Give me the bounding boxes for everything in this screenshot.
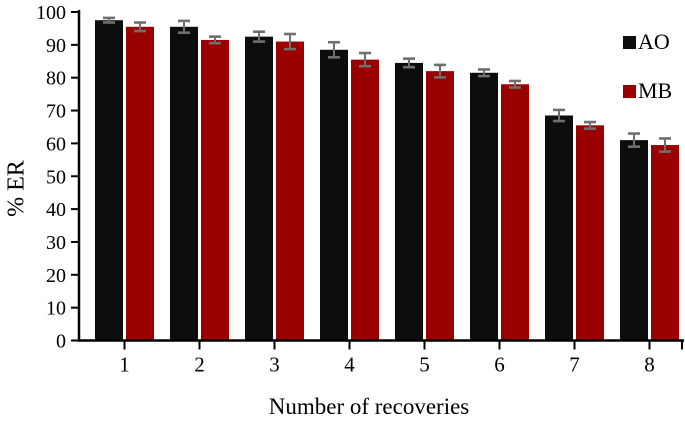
bar-mb-5 [426, 71, 454, 340]
y-tick-label: 100 [36, 2, 66, 24]
error-bar-ao-6 [478, 68, 490, 78]
legend: AO MB [623, 31, 672, 102]
y-tick-label: 50 [46, 166, 66, 188]
bar-ao-7 [545, 115, 573, 340]
bar-mb-2 [201, 39, 229, 340]
error-bar-ao-5 [403, 57, 415, 69]
error-bar-mb-5 [434, 63, 446, 79]
bar-ao-5 [395, 62, 423, 340]
bar-ao-2 [170, 26, 198, 340]
bar-mb-8 [651, 145, 679, 340]
y-tick-label: 90 [46, 35, 66, 57]
legend-swatch-mb [623, 84, 636, 98]
y-tick-label: 0 [56, 331, 66, 353]
x-tick-label: 1 [119, 353, 130, 377]
bar-ao-1 [95, 20, 123, 340]
x-tick-label: 5 [419, 353, 430, 377]
bar-ao-4 [320, 49, 348, 340]
error-bar-mb-7 [584, 120, 596, 130]
bar-mb-3 [276, 41, 304, 340]
error-bar-mb-8 [659, 137, 671, 153]
error-bar-ao-3 [253, 30, 265, 43]
y-tick-label: 60 [46, 133, 66, 155]
y-axis-title: % ER [3, 160, 30, 217]
error-bar-mb-6 [509, 79, 521, 89]
bar-mb-6 [501, 84, 529, 340]
error-bar-ao-4 [328, 40, 340, 59]
bar-mb-1 [126, 26, 154, 340]
x-tick-label: 4 [344, 353, 355, 377]
legend-item-ao: AO [623, 31, 672, 53]
legend-label-ao: AO [638, 29, 670, 54]
y-tick-label: 70 [46, 101, 66, 123]
legend-item-mb: MB [623, 80, 672, 102]
x-tick-label: 7 [569, 353, 580, 377]
y-tick-label: 40 [46, 199, 66, 221]
bar-ao-6 [470, 72, 498, 340]
error-bar-mb-3 [284, 32, 296, 51]
bar-mb-4 [351, 59, 379, 340]
error-bar-ao-1 [103, 16, 115, 24]
y-tick-label: 10 [46, 298, 66, 320]
x-tick-label: 3 [269, 353, 280, 377]
x-tick-label: 6 [494, 353, 505, 377]
bar-mb-7 [576, 125, 604, 340]
error-bar-ao-7 [553, 108, 565, 123]
legend-swatch-ao [623, 35, 636, 49]
x-tick-label: 8 [644, 353, 655, 377]
bar-ao-3 [245, 36, 273, 340]
y-tick-label: 80 [46, 68, 66, 90]
error-bar-mb-2 [209, 35, 221, 45]
error-bar-mb-4 [359, 51, 371, 68]
error-bar-ao-8 [628, 132, 640, 148]
error-bar-ao-2 [178, 19, 190, 34]
legend-label-mb: MB [638, 78, 673, 103]
bar-ao-8 [620, 140, 648, 340]
x-tick-label: 2 [194, 353, 205, 377]
error-bar-mb-1 [134, 21, 146, 33]
x-axis-title: Number of recoveries [268, 394, 470, 419]
y-tick-label: 20 [46, 265, 66, 287]
y-tick-label: 30 [46, 232, 66, 254]
